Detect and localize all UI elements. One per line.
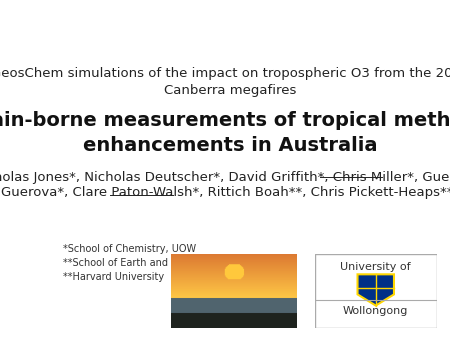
Text: GeosChem simulations of the impact on tropospheric O3 from the 2003
Canberra meg: GeosChem simulations of the impact on tr… bbox=[0, 67, 450, 97]
Text: University of: University of bbox=[341, 262, 411, 272]
FancyBboxPatch shape bbox=[315, 254, 436, 328]
Text: Train-borne measurements of tropical methane
enhancements in Australia: Train-borne measurements of tropical met… bbox=[0, 111, 450, 155]
Text: Wollongong: Wollongong bbox=[343, 306, 409, 316]
Text: Guerova*, Clare Paton-Walsh*, Rittich Boah**, Chris Pickett-Heaps***: Guerova*, Clare Paton-Walsh*, Rittich Bo… bbox=[1, 186, 450, 199]
Text: *School of Chemistry, UOW
**School of Earth and Environment, UOW
**Harvard Unive: *School of Chemistry, UOW **School of Ea… bbox=[63, 244, 264, 282]
Text: Nicholas Jones*, Nicholas Deutscher*, David Griffith*, Chris Miller*, Guergana: Nicholas Jones*, Nicholas Deutscher*, Da… bbox=[0, 171, 450, 184]
Polygon shape bbox=[357, 274, 394, 306]
